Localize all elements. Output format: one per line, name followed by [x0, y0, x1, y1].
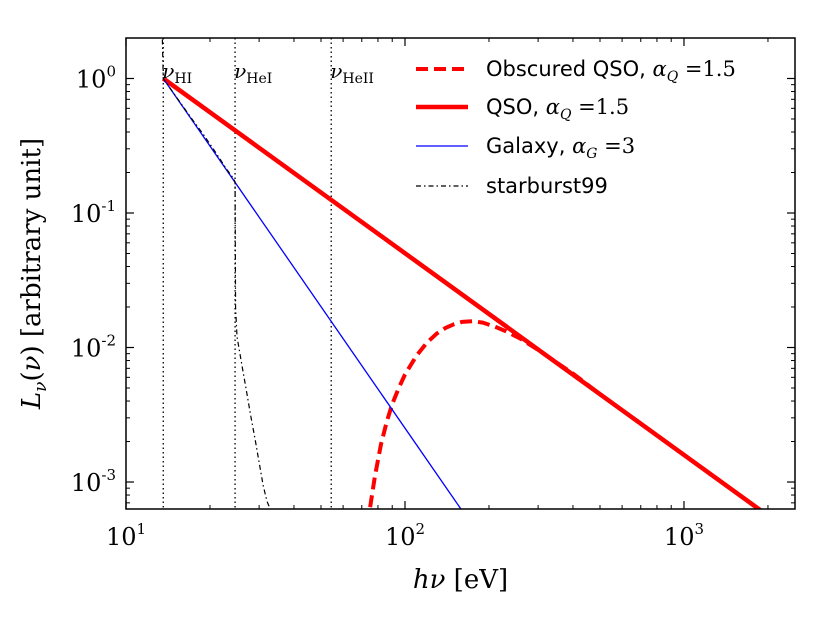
- series-line-galaxy: [162, 78, 462, 509]
- x-tick-label: 102: [385, 520, 425, 551]
- y-axis-label: Lν(ν) [arbitrary unit]: [17, 138, 51, 410]
- x-tick-label: 103: [664, 520, 704, 551]
- plot-frame: [125, 37, 796, 510]
- vertical-lines: [162, 38, 332, 509]
- y-tick-label: 10-3: [71, 466, 116, 497]
- axis-labels: hν [eV] Lν(ν) [arbitrary unit]: [17, 138, 508, 595]
- x-axis-label: hν [eV]: [413, 565, 508, 595]
- annotations: νHI νHeI νHeII: [162, 59, 374, 87]
- annotation-hei: νHeI: [234, 59, 272, 87]
- series-line-qso: [161, 76, 763, 509]
- x-tick-label: 101: [106, 520, 146, 551]
- y-tick-label: 10-1: [71, 197, 116, 228]
- y-tick-label: 100: [76, 62, 116, 93]
- annotation-heii: νHeII: [330, 59, 374, 87]
- legend-label-obscured-qso: Obscured QSO, αQ =1.5: [486, 57, 736, 85]
- legend: Obscured QSO, αQ =1.5 QSO, αQ =1.5 Galaxy,…: [416, 57, 736, 198]
- series-group: [161, 39, 763, 509]
- legend-label-qso: QSO, αQ =1.5: [486, 95, 629, 123]
- ticks-group: 101 102 103 100 10-1 10-2 10-3: [71, 37, 795, 551]
- annotation-hi: νHI: [162, 59, 192, 87]
- y-tick-label: 10-2: [71, 332, 116, 363]
- legend-label-starburst99: starburst99: [486, 174, 608, 198]
- series-line-starburst99: [161, 39, 271, 509]
- legend-label-galaxy: Galaxy, αG =3: [486, 134, 635, 162]
